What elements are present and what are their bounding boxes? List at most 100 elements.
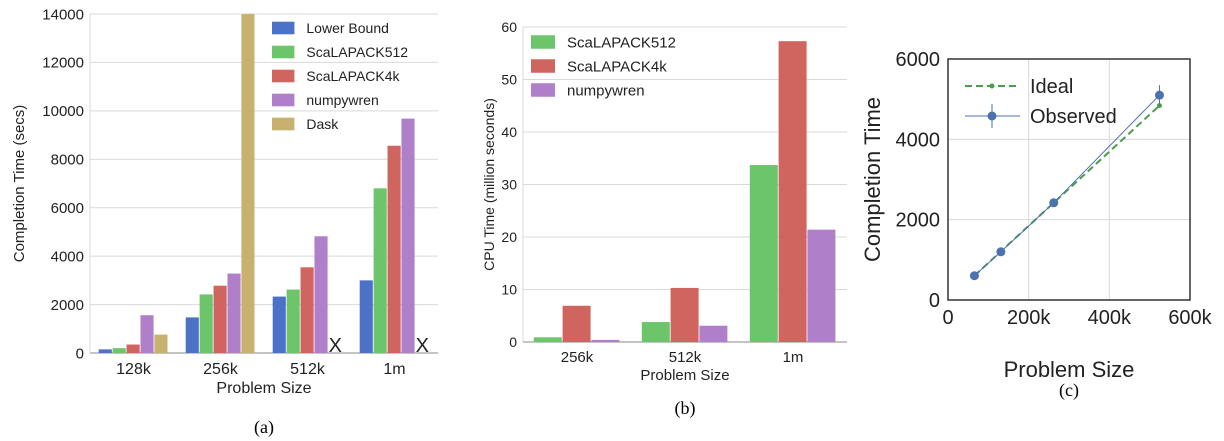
legend-swatch (272, 93, 295, 107)
legend-ideal-marker (989, 83, 995, 89)
y-tick-label: 50 (501, 71, 517, 87)
observed-point (996, 247, 1006, 257)
bar (112, 348, 126, 353)
legend-label: Observed (1030, 106, 1117, 128)
bar (373, 188, 387, 353)
y-tick-label: 60 (501, 19, 517, 35)
legend-label: numpywren (567, 82, 645, 99)
y-tick-label: 30 (501, 176, 517, 192)
legend-label: Dask (306, 116, 339, 132)
bar (213, 285, 227, 353)
bar (126, 344, 140, 353)
ideal-point (1156, 103, 1162, 109)
legend-swatch (272, 117, 295, 131)
y-tick-label: 14000 (42, 6, 84, 23)
bar (286, 289, 300, 353)
chart-b: 0 10 20 30 40 50 60 256k 512k 1m Problem Size CPU T… (481, 19, 847, 419)
legend-swatch (531, 35, 555, 49)
bar (314, 236, 328, 353)
legend-label: ScaLAPACK512 (306, 44, 408, 60)
y-axis-label: Completion Time (860, 97, 885, 262)
missing-marker: X (416, 335, 429, 357)
x-axis-label: Problem Size (1004, 357, 1135, 382)
x-tick-label: 256k (203, 361, 239, 378)
y-tick-label: 0 (76, 345, 84, 362)
y-tick-label: 0 (929, 290, 940, 312)
bar (387, 145, 401, 353)
observed-point (1049, 198, 1059, 208)
legend-label: numpywren (306, 92, 378, 108)
legend-label: Ideal (1030, 76, 1073, 98)
bar (241, 14, 255, 353)
y-tick-label: 2000 (896, 210, 941, 232)
x-tick-label: 400k (1088, 307, 1132, 329)
bar (227, 273, 241, 353)
y-axis-label: Completion Time (secs) (11, 105, 28, 263)
legend: Lower Bound ScaLAPACK512 ScaLAPACK4k numpyw… (272, 20, 408, 132)
x-tick-label: 200k (1007, 307, 1051, 329)
missing-marker: X (329, 335, 342, 357)
observed-line (974, 94, 1160, 277)
y-tick-label: 4000 (51, 248, 84, 265)
observed-point (969, 271, 979, 281)
plot-frame (947, 58, 1191, 301)
y-tick-label: 4000 (896, 129, 941, 151)
legend-label: Lower Bound (306, 20, 389, 36)
bar (591, 339, 620, 342)
bar (533, 337, 562, 342)
x-tick-label: 512k (669, 349, 702, 366)
x-tick-label: 1m (383, 361, 405, 378)
bar (300, 267, 314, 353)
bar (98, 349, 112, 353)
x-tick-label: 512k (290, 361, 326, 378)
legend-swatch (531, 83, 555, 97)
legend: ScaLAPACK512 ScaLAPACK4k numpywren (531, 34, 676, 99)
bar (778, 41, 807, 343)
x-tick-label: 256k (561, 349, 594, 366)
y-tick-label: 10 (501, 281, 517, 297)
y-tick-label: 6000 (51, 200, 84, 217)
x-tick-label: 128k (116, 361, 152, 378)
y-tick-label: 40 (501, 124, 517, 140)
y-axis-label: CPU Time (million seconds) (481, 98, 497, 271)
y-tick-label: 0 (509, 334, 517, 350)
observed-point (1154, 90, 1164, 100)
caption: (a) (254, 417, 274, 438)
legend-swatch (531, 59, 555, 73)
x-tick-label: 0 (942, 307, 953, 329)
y-tick-label: 10000 (42, 103, 84, 120)
legend-swatch (272, 69, 295, 83)
y-tick-label: 2000 (51, 297, 84, 314)
chart-a: 0 2000 4000 6000 8000 10000 12000 14000 128k 256k… (11, 6, 438, 438)
y-tick-label: 8000 (51, 152, 84, 169)
bar (140, 315, 154, 353)
bar (359, 280, 373, 353)
x-axis-label: Problem Size (216, 380, 311, 397)
caption: (c) (1059, 380, 1079, 401)
chart-c: 0 2000 4000 6000 0 200k 400k 600k Ideal Observed P… (860, 49, 1213, 401)
legend: Ideal Observed (965, 76, 1117, 128)
bar (641, 322, 670, 342)
y-tick-label: 6000 (896, 49, 941, 71)
bar (807, 229, 836, 342)
bar (199, 294, 213, 353)
legend-observed-marker (987, 111, 997, 121)
x-tick-label: 600k (1168, 307, 1212, 329)
bar (401, 118, 415, 353)
bar (272, 296, 286, 353)
legend-label: ScaLAPACK4k (567, 58, 667, 75)
legend-label: ScaLAPACK512 (567, 34, 676, 51)
y-tick-label: 12000 (42, 55, 84, 72)
legend-label: ScaLAPACK4k (306, 68, 400, 84)
bar (185, 317, 199, 353)
x-axis-label: Problem Size (640, 367, 729, 384)
bar (154, 334, 168, 353)
legend-swatch (272, 21, 295, 35)
bar (562, 305, 591, 342)
legend-swatch (272, 45, 295, 59)
bar (699, 325, 728, 342)
bar (749, 165, 778, 342)
caption: (b) (675, 398, 696, 419)
y-tick-label: 20 (501, 229, 517, 245)
